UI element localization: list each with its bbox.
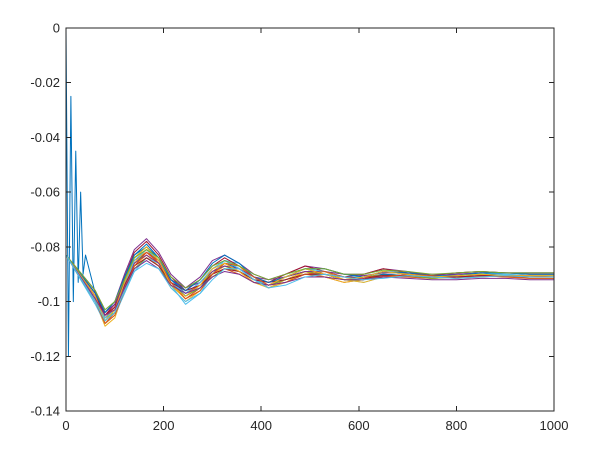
y-tick-label: -0.1: [38, 294, 60, 309]
x-tick-label: 800: [446, 418, 468, 433]
x-tick-label: 1000: [540, 418, 569, 433]
series-line-12: [65, 254, 554, 319]
x-axis: 0 200 400 600 800 1000: [62, 28, 568, 433]
y-tick-label: -0.08: [30, 239, 60, 254]
series-line-11: [65, 254, 554, 314]
plot-area-box: [65, 27, 555, 412]
series-line-19: [65, 249, 554, 311]
y-tick-label: -0.14: [30, 404, 60, 419]
series-layer: [65, 27, 555, 357]
y-tick-label: -0.04: [30, 130, 60, 145]
x-tick-label: 400: [250, 418, 272, 433]
y-tick-label: -0.02: [30, 75, 60, 90]
y-tick-label: 0: [53, 21, 60, 36]
axes-layer: [65, 27, 555, 412]
x-tick-label: 200: [153, 418, 175, 433]
y-axis: 0 -0.02 -0.04 -0.06 -0.08 -0.1 -0.12 -0.14: [30, 21, 554, 419]
y-tick-label: -0.06: [30, 185, 60, 200]
y-tick-label: -0.12: [30, 349, 60, 364]
x-tick-label: 600: [348, 418, 370, 433]
series-line-20: [65, 254, 554, 322]
x-tick-label: 0: [62, 418, 69, 433]
series-line-1: [65, 27, 554, 357]
series-line-18: [65, 254, 554, 316]
